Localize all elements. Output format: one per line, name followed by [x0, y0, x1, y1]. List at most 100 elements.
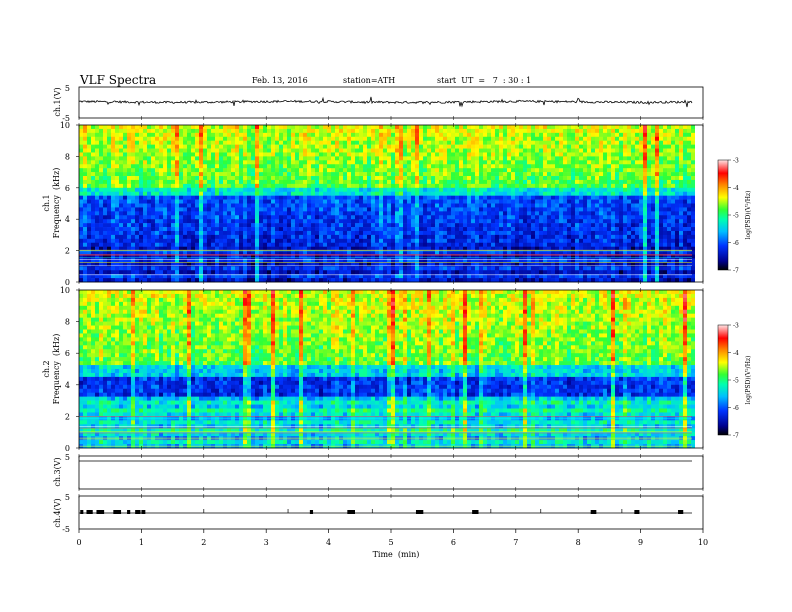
ch1-spec-cell [631, 191, 635, 196]
ch1-spec-cell [655, 227, 659, 232]
ch1-spec-cell [519, 179, 523, 185]
ch1-spec-cell [659, 187, 663, 193]
ch1-spec-cell [619, 211, 623, 216]
ch1-spec-cell [335, 238, 339, 244]
ch1-spec-cell [303, 164, 307, 169]
ch1-spec-cell [251, 250, 255, 255]
ch1-spec-cell [511, 132, 515, 138]
ch1-spec-cell [615, 238, 619, 244]
ch1-spec-cell [483, 128, 487, 134]
ch1-spec-cell [539, 168, 543, 173]
ch1-spec-cell [659, 179, 663, 185]
ch1-spec-cell [463, 246, 467, 251]
ch1-spec-cell [135, 160, 139, 165]
ch1-spec-cell [443, 207, 447, 212]
ch1-spec-cell [603, 203, 607, 208]
ch1-spec-cell [235, 148, 239, 153]
ch1-spec-cell [447, 191, 451, 196]
ch1-spec-cell [303, 203, 307, 208]
ch1-spec-cell [83, 238, 87, 244]
ch1-spec-cell [403, 152, 407, 157]
ch1-spec-cell [307, 156, 311, 161]
ch1-spec-cell [483, 176, 487, 181]
ch1-spec-cell [543, 191, 547, 196]
ch1-spec-cell [603, 187, 607, 193]
ch1-spec-cell [255, 250, 259, 255]
ch1-spec-cell [611, 144, 615, 149]
ch1-spec-cell [291, 152, 295, 157]
ch1-spec-cell [511, 140, 515, 145]
ch1-spec-cell [671, 176, 675, 181]
ch1-spec-cell [427, 132, 431, 138]
ch1-spec-cell [679, 128, 683, 134]
ch1-spec-cell [527, 136, 531, 141]
ch1-spec-cell [519, 172, 523, 177]
ch1-spec-cell [411, 172, 415, 177]
ch1-spec-cell [435, 144, 439, 149]
ch1-spec-cell [491, 136, 495, 141]
ch1-spec-cell [675, 128, 679, 134]
ch1-spec-cell [563, 238, 567, 244]
ch1-spec-cell [483, 227, 487, 232]
ch1-spec-cell [663, 246, 667, 251]
ch1-spec-cell [603, 128, 607, 134]
ch1-spec-cell [407, 160, 411, 165]
ch1-spec-cell [143, 219, 147, 224]
ch1-spec-cell [667, 125, 671, 130]
ch1-spec-cell [195, 144, 199, 149]
ch1-spec-cell [179, 144, 183, 149]
ch1-spec-cell [687, 242, 691, 247]
ch1-spec-cell [427, 176, 431, 181]
ch1-spec-cell [423, 227, 427, 232]
ch1-spec-cell [427, 140, 431, 145]
ch1-spec-cell [591, 144, 595, 149]
ch1-spec-cell [195, 156, 199, 161]
ch1-spec-cell [639, 144, 643, 149]
ch1-spec-cell [79, 234, 83, 240]
ch1-spec-cell [511, 211, 515, 216]
ch1-spec-cell [435, 195, 439, 200]
ch1-spec-cell [435, 148, 439, 153]
ch1-spec-cell [419, 230, 423, 236]
ch1-spec-cell [171, 176, 175, 181]
ch1-spec-cell [583, 234, 587, 240]
ch1-spec-cell [619, 195, 623, 200]
ch1-spec-cell [107, 160, 111, 165]
ch1-spec-cell [639, 148, 643, 153]
ch1-spec-cell [367, 195, 371, 200]
ch1-spec-cell [167, 223, 171, 228]
ch1-spec-cell [651, 230, 655, 236]
ch1-spec-cell [215, 219, 219, 224]
ch1-spec-cell [463, 125, 467, 130]
ch1-spec-cell [235, 215, 239, 220]
ch1-spec-cell [347, 164, 351, 169]
ch1-spec-cell [675, 176, 679, 181]
ch1-spec-cell [275, 160, 279, 165]
ch1-spec-cell [219, 199, 223, 204]
ch1-spec-cell [419, 168, 423, 173]
ch1-spec-cell [467, 215, 471, 220]
ch1-spec-cell [659, 168, 663, 173]
ch1-spec-cell [231, 191, 235, 196]
ch1-spec-cell [351, 152, 355, 157]
ch1-spec-cell [307, 234, 311, 240]
ch1-spec-cell [587, 219, 591, 224]
ch1-spec-cell [503, 227, 507, 232]
ch1-spec-cell [211, 164, 215, 169]
ch1-spec-cell [347, 211, 351, 216]
ch1-spec-cell [295, 176, 299, 181]
ch1-spec-cell [159, 199, 163, 204]
ch1-spec-cell [407, 230, 411, 236]
ch1-spec-cell [115, 160, 119, 165]
ch1-spec-cell [591, 230, 595, 236]
ch1-spec-cell [83, 136, 87, 141]
ch1-spec-cell [195, 183, 199, 189]
ch1-spec-cell [439, 132, 443, 138]
ch1-spec-cell [127, 215, 131, 220]
ch1-spec-cell [319, 215, 323, 220]
ch1-spec-cell [95, 172, 99, 177]
ch1-spec-cell [295, 183, 299, 189]
ch1-spec-cell [199, 238, 203, 244]
ch1-spec-cell [83, 125, 87, 130]
ch1-spec-cell [83, 219, 87, 224]
